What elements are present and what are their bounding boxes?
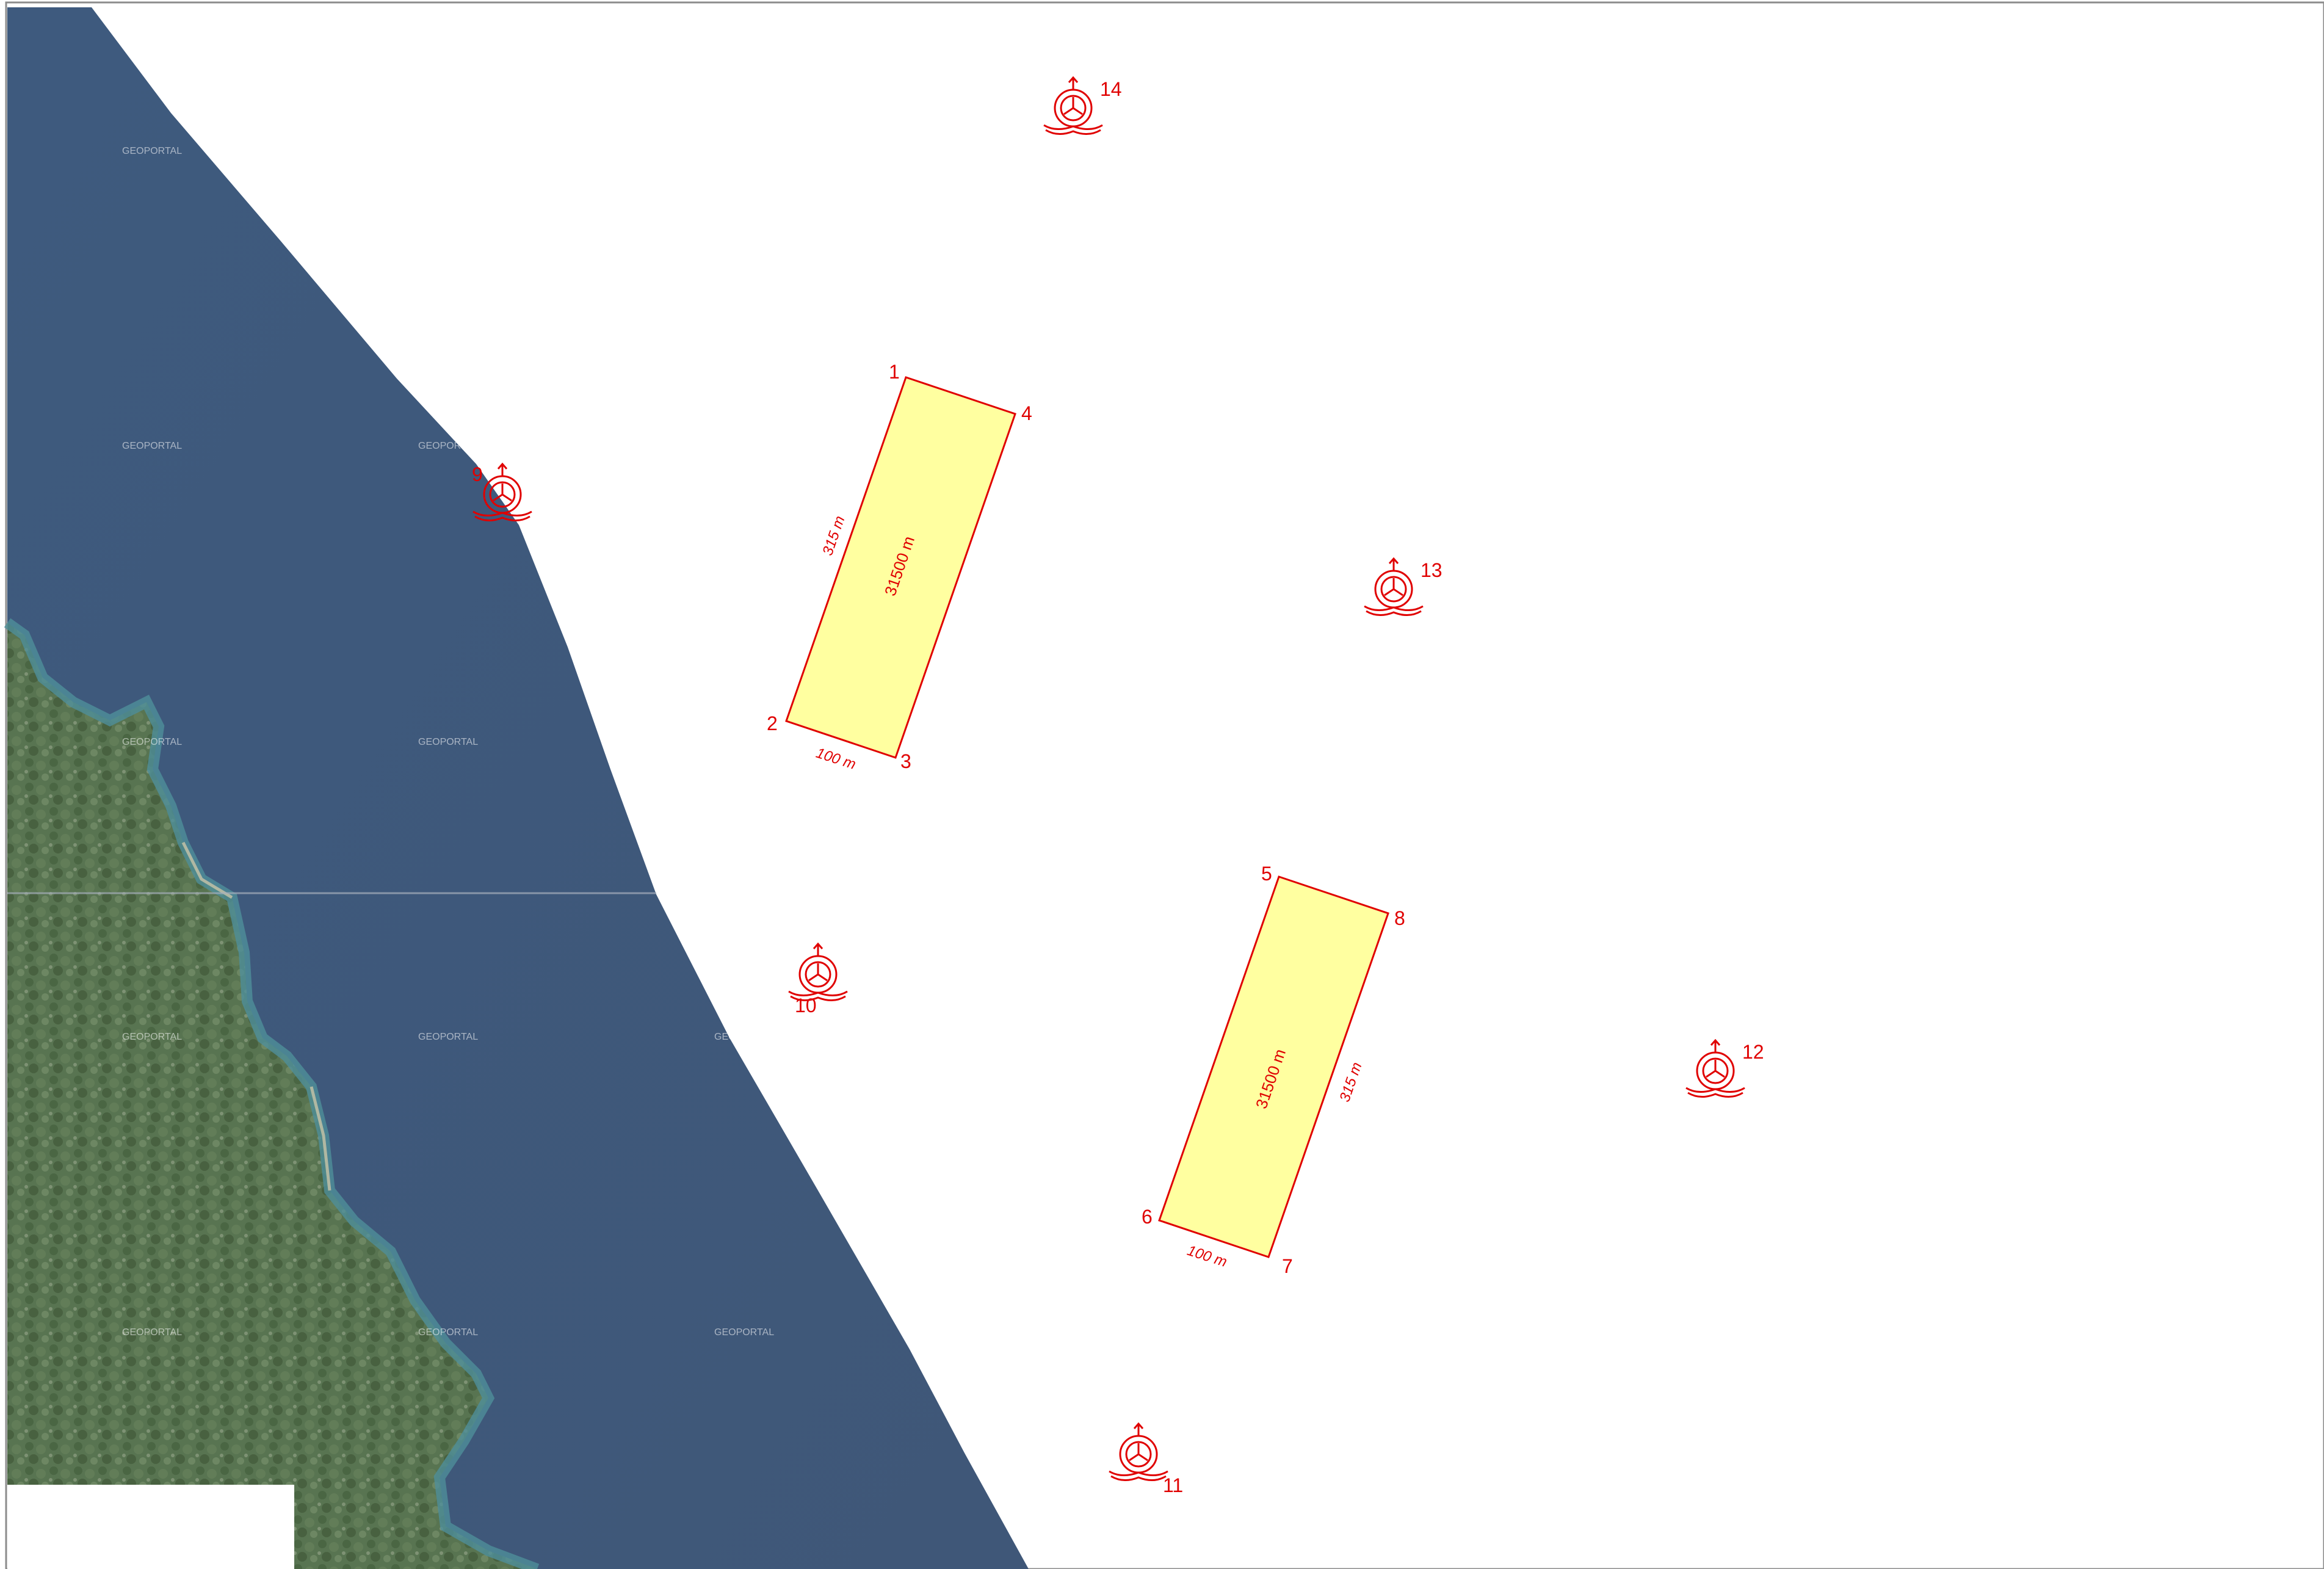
marker-13[interactable]: 13 bbox=[1364, 557, 1443, 616]
marker-12[interactable]: 12 bbox=[1685, 1038, 1764, 1098]
marker-label-12: 12 bbox=[1742, 1041, 1764, 1063]
marker-label-11: 11 bbox=[1163, 1474, 1183, 1496]
corner-label-2: 2 bbox=[767, 712, 778, 734]
plot-area-1[interactable] bbox=[785, 376, 1016, 759]
coastline bbox=[4, 618, 540, 1569]
watermark: GEOPORTAL bbox=[418, 737, 478, 747]
watermark: GEOPORTAL bbox=[418, 441, 478, 451]
marker-label-9: 9 bbox=[472, 463, 483, 485]
buoy-symbol-icon bbox=[1109, 1422, 1168, 1481]
corner-label-4: 4 bbox=[1021, 402, 1032, 424]
corner-label-3: 3 bbox=[900, 750, 911, 772]
land-area bbox=[7, 623, 537, 1569]
watermark: GEOPORTAL bbox=[418, 1327, 478, 1338]
marker-9[interactable]: 9 bbox=[472, 462, 532, 521]
corner-label-5: 5 bbox=[1261, 863, 1272, 885]
corner-label-6: 6 bbox=[1142, 1206, 1153, 1228]
marker-label-13: 13 bbox=[1421, 559, 1443, 581]
marker-11[interactable]: 11 bbox=[1109, 1422, 1183, 1496]
watermark: GEOPORTAL bbox=[122, 737, 182, 747]
marker-10[interactable]: 10 bbox=[788, 942, 848, 1016]
legend-placeholder bbox=[7, 1485, 294, 1569]
watermark-layer: GEOPORTAL GEOPORTAL GEOPORTAL GEOPORTAL … bbox=[122, 146, 774, 1338]
plot-polygon-2[interactable]: 5 8 7 6 31500 m 315 m 100 m bbox=[1142, 863, 1405, 1277]
watermark: GEOPORTAL bbox=[122, 146, 182, 156]
marker-label-14: 14 bbox=[1100, 78, 1122, 100]
buoy-symbol-icon bbox=[472, 462, 532, 521]
corner-label-7: 7 bbox=[1282, 1255, 1293, 1277]
watermark: GEOPORTAL bbox=[122, 1032, 182, 1042]
marker-label-10: 10 bbox=[795, 995, 817, 1016]
beach-strip bbox=[181, 841, 331, 1191]
buoy-symbol-icon bbox=[1043, 76, 1103, 135]
watermark: GEOPORTAL bbox=[418, 1032, 478, 1042]
buoy-symbol-icon bbox=[1364, 557, 1424, 616]
corner-label-8: 8 bbox=[1394, 907, 1405, 929]
marker-14[interactable]: 14 bbox=[1043, 76, 1122, 135]
corner-label-1: 1 bbox=[889, 361, 900, 383]
watermark: GEOPORTAL bbox=[122, 1327, 182, 1338]
buoy-symbol-icon bbox=[788, 942, 848, 1001]
watermark: GEOPORTAL bbox=[714, 1032, 774, 1042]
buoy-symbol-icon bbox=[1685, 1038, 1745, 1098]
watermark: GEOPORTAL bbox=[122, 441, 182, 451]
watermark: GEOPORTAL bbox=[714, 1327, 774, 1338]
plot-area-2[interactable] bbox=[1158, 875, 1389, 1258]
